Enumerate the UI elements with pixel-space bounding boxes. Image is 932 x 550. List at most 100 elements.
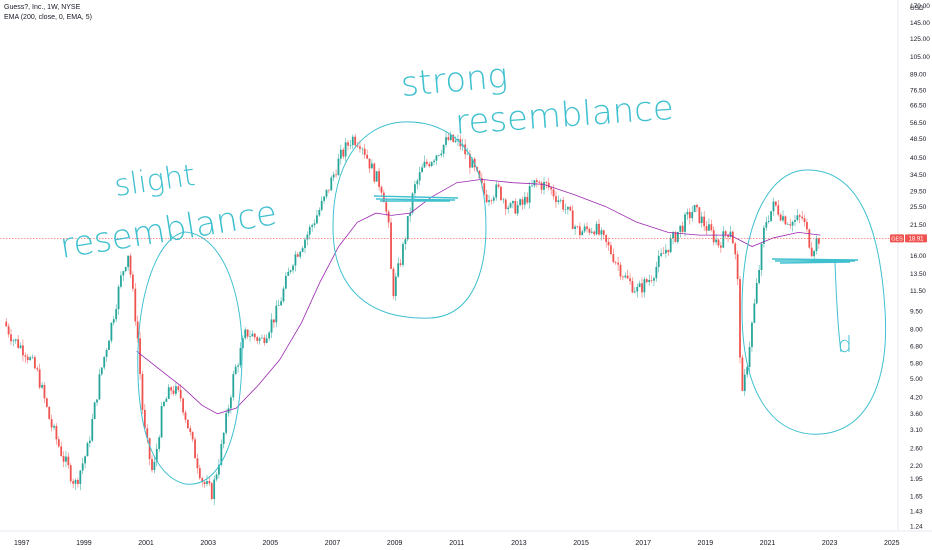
candle-body bbox=[43, 384, 46, 399]
candle-body bbox=[523, 196, 526, 205]
candle-body bbox=[638, 283, 641, 287]
candle-body bbox=[600, 230, 603, 235]
candle-body bbox=[593, 231, 596, 235]
candle-body bbox=[449, 134, 452, 140]
candle-body bbox=[327, 189, 330, 191]
candle-body bbox=[93, 402, 96, 420]
x-tick-label: 2009 bbox=[387, 540, 403, 547]
x-tick-label: 2017 bbox=[635, 540, 651, 547]
candle-body bbox=[127, 255, 130, 268]
candle-body bbox=[514, 200, 517, 214]
candle-body bbox=[253, 333, 256, 338]
candle-body bbox=[232, 374, 235, 398]
candle-body bbox=[24, 355, 27, 357]
candle-body bbox=[430, 162, 433, 167]
candle-body bbox=[734, 243, 737, 255]
y-tick-label: 76.50 bbox=[910, 88, 927, 95]
candle-body bbox=[88, 440, 91, 444]
candle-body bbox=[196, 458, 199, 469]
candle-body bbox=[676, 231, 679, 242]
candle-body bbox=[588, 228, 591, 233]
candle-body bbox=[784, 216, 787, 225]
candle-body bbox=[277, 305, 280, 306]
candle-body bbox=[339, 149, 342, 159]
candle-body bbox=[72, 481, 75, 484]
candle-body bbox=[117, 286, 120, 310]
candle-body bbox=[406, 216, 409, 240]
candle-body bbox=[578, 226, 581, 236]
candle-body bbox=[151, 459, 153, 471]
candle-body bbox=[351, 136, 354, 145]
candle-body bbox=[148, 438, 151, 460]
candle-body bbox=[617, 262, 620, 265]
candle-body bbox=[567, 206, 569, 210]
y-tick-label: 16.00 bbox=[910, 253, 927, 260]
candle-body bbox=[265, 338, 268, 343]
candle-body bbox=[531, 185, 533, 187]
slight-word: slight bbox=[112, 158, 197, 204]
candle-body bbox=[316, 215, 318, 224]
y-tick-label: 13.50 bbox=[910, 271, 927, 278]
candle-body bbox=[681, 225, 684, 232]
candle-body bbox=[244, 329, 247, 339]
y-tick-label: 1.65 bbox=[910, 494, 923, 501]
candle-body bbox=[719, 245, 722, 248]
candle-body bbox=[543, 181, 545, 190]
candle-body bbox=[129, 255, 132, 275]
candle-body bbox=[746, 366, 749, 375]
candle-body bbox=[172, 390, 175, 394]
candle-body bbox=[643, 279, 646, 293]
candle-body bbox=[712, 230, 715, 243]
candle-body bbox=[774, 201, 777, 206]
candle-body bbox=[469, 154, 471, 168]
candle-body bbox=[772, 201, 775, 212]
candle-body bbox=[488, 200, 490, 203]
candle-body bbox=[359, 146, 361, 149]
candle-body bbox=[414, 184, 416, 194]
candle-body bbox=[564, 209, 567, 210]
candle-body bbox=[382, 192, 385, 203]
candle-body bbox=[143, 409, 146, 429]
candle-body bbox=[722, 231, 725, 248]
x-tick-label: 2007 bbox=[325, 540, 341, 547]
candle-body bbox=[727, 234, 729, 237]
candle-body bbox=[198, 468, 201, 479]
candle-body bbox=[91, 419, 94, 441]
candle-body bbox=[335, 174, 337, 176]
candle-body bbox=[344, 142, 347, 157]
candle-body bbox=[103, 356, 106, 368]
candle-body bbox=[249, 336, 251, 337]
candle-body bbox=[552, 189, 555, 197]
candle-body bbox=[559, 199, 562, 201]
candle-body bbox=[399, 263, 402, 265]
candle-body bbox=[296, 254, 299, 257]
candle-body bbox=[371, 163, 373, 169]
candle-body bbox=[686, 211, 689, 215]
candle-body bbox=[81, 463, 84, 471]
strong-ellipse bbox=[332, 121, 487, 319]
candle-body bbox=[38, 369, 41, 388]
candle-body bbox=[349, 144, 352, 146]
y-tick-label: 9.50 bbox=[910, 308, 923, 315]
candle-body bbox=[409, 212, 412, 217]
x-tick-label: 2013 bbox=[511, 540, 527, 547]
candle-body bbox=[270, 319, 273, 333]
y-tick-label: 145.00 bbox=[910, 20, 930, 27]
candle-body bbox=[165, 398, 168, 402]
candle-body bbox=[206, 481, 208, 484]
candle-body bbox=[5, 321, 8, 327]
candle-body bbox=[650, 280, 653, 281]
candle-body bbox=[495, 184, 498, 198]
candle-body bbox=[304, 239, 306, 249]
candle-body bbox=[753, 303, 756, 323]
x-tick-label: 2025 bbox=[884, 540, 900, 547]
candle-body bbox=[705, 226, 708, 231]
candle-body bbox=[794, 220, 796, 222]
candle-body bbox=[256, 337, 259, 341]
candle-body bbox=[739, 279, 741, 358]
candle-body bbox=[440, 153, 443, 156]
candle-body bbox=[648, 280, 651, 283]
candle-body bbox=[483, 183, 486, 195]
candle-body bbox=[354, 136, 357, 146]
